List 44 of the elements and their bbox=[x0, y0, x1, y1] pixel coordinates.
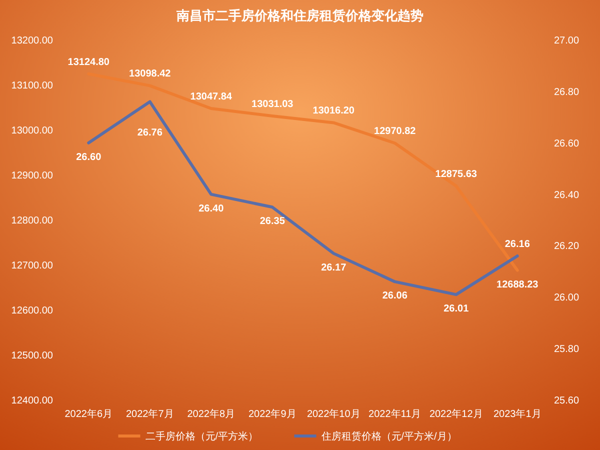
chart-title: 南昌市二手房价格和住房租赁价格变化趋势 bbox=[176, 8, 424, 23]
y2-tick-label: 26.00 bbox=[554, 292, 580, 304]
data-label: 26.16 bbox=[504, 239, 530, 250]
data-label: 12688.23 bbox=[496, 279, 539, 290]
y-tick-label: 13200.00 bbox=[11, 36, 54, 46]
data-label: 26.35 bbox=[260, 216, 286, 228]
data-label: 13098.42 bbox=[129, 68, 172, 80]
y-tick-label: 12600.00 bbox=[11, 306, 54, 316]
y2-tick-label: 25.80 bbox=[554, 344, 580, 356]
y2-tick-label: 26.60 bbox=[554, 138, 580, 150]
data-label: 13124.80 bbox=[68, 56, 110, 68]
x-tick-label: 2022年7月 bbox=[126, 408, 174, 420]
data-label: 26.40 bbox=[198, 203, 224, 214]
y-tick-label: 12900.00 bbox=[11, 170, 54, 182]
data-label: 12875.63 bbox=[435, 168, 478, 180]
data-label: 26.60 bbox=[76, 152, 102, 163]
y-tick-label: 12800.00 bbox=[11, 216, 54, 226]
y-tick-label: 12500.00 bbox=[11, 350, 54, 362]
x-tick-label: 2022年6月 bbox=[64, 408, 113, 420]
y2-tick-label: 26.20 bbox=[554, 241, 580, 252]
x-tick-label: 2023年1月 bbox=[493, 408, 542, 420]
data-label: 13031.03 bbox=[252, 99, 294, 110]
x-tick-label: 2022年11月 bbox=[368, 408, 422, 420]
data-label: 26.17 bbox=[321, 262, 347, 274]
y-tick-label: 13100.00 bbox=[11, 80, 54, 92]
data-label: 26.76 bbox=[137, 128, 163, 139]
y2-tick-label: 26.80 bbox=[554, 86, 580, 98]
data-label: 12970.82 bbox=[374, 126, 416, 138]
x-tick-label: 2022年12月 bbox=[429, 408, 483, 420]
data-label: 13047.84 bbox=[190, 91, 232, 102]
legend-label: 二手房价格（元/平方米） bbox=[145, 430, 258, 442]
x-tick-label: 2022年10月 bbox=[306, 408, 360, 420]
y2-tick-label: 26.40 bbox=[554, 190, 580, 201]
legend-label: 住房租赁价格（元/平方米/月） bbox=[321, 430, 457, 442]
y-tick-label: 12400.00 bbox=[11, 396, 54, 406]
y-tick-label: 12700.00 bbox=[11, 260, 54, 272]
y2-tick-label: 27.00 bbox=[554, 36, 580, 46]
y2-tick-label: 25.60 bbox=[554, 396, 580, 406]
data-label: 26.06 bbox=[382, 290, 408, 302]
x-tick-label: 2022年9月 bbox=[248, 408, 296, 420]
data-label: 13016.20 bbox=[312, 106, 355, 117]
x-tick-label: 2022年8月 bbox=[187, 408, 236, 420]
y-tick-label: 13000.00 bbox=[11, 126, 54, 136]
data-label: 26.01 bbox=[444, 304, 470, 315]
